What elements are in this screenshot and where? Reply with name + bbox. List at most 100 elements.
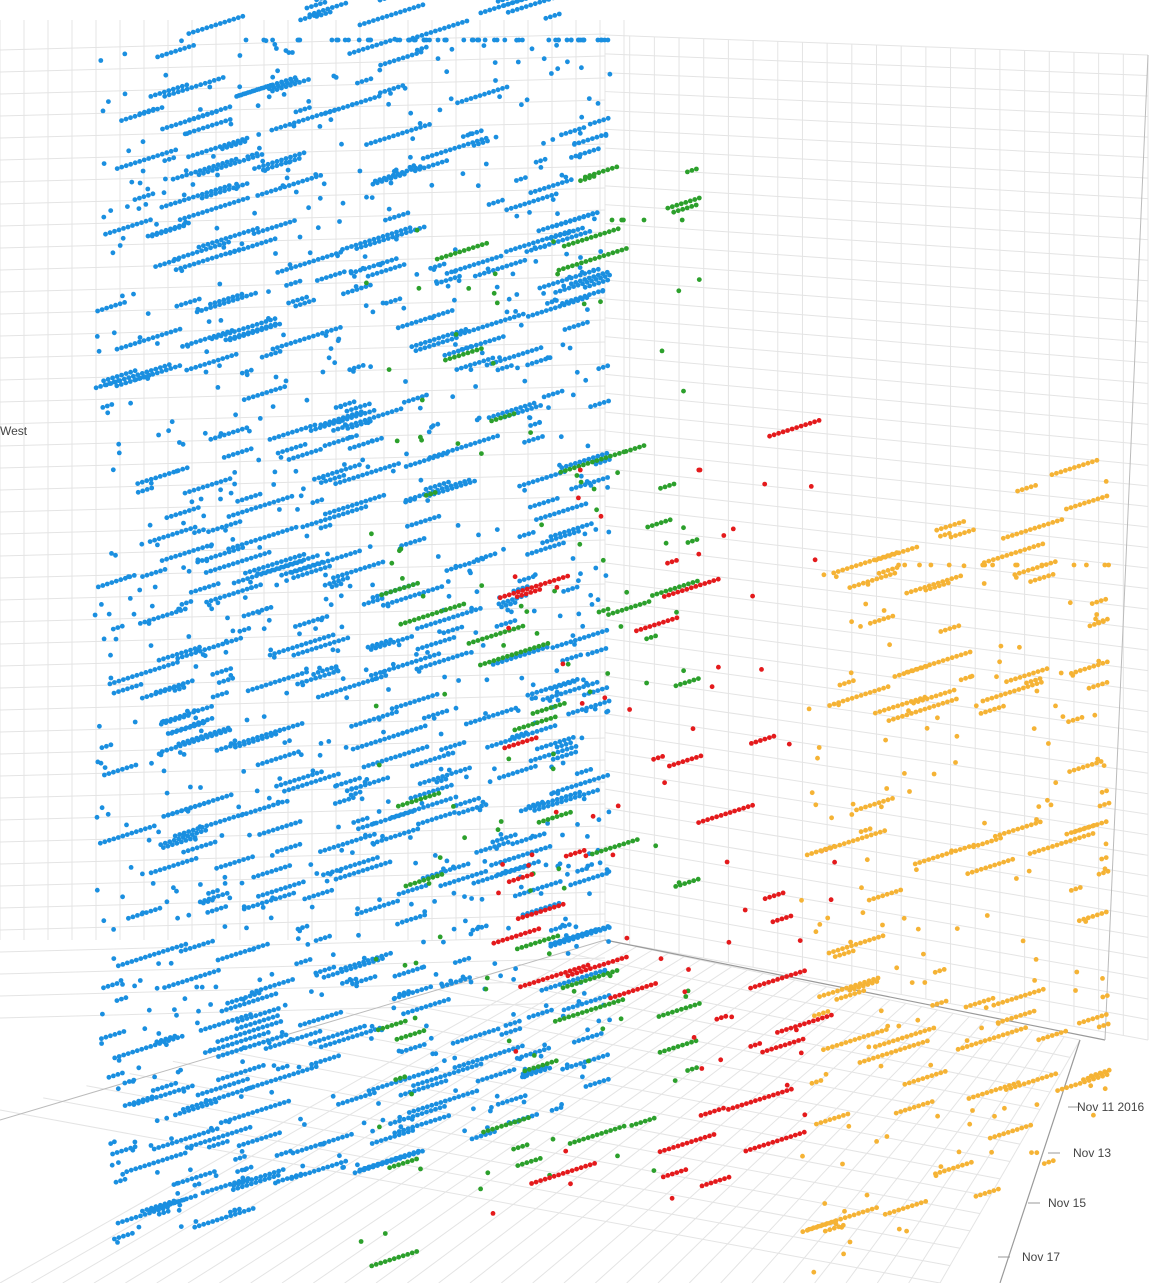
data-point-series-0: [606, 939, 611, 944]
data-point-series-0: [308, 1041, 313, 1046]
data-point-series-0: [215, 957, 221, 963]
data-point-series-0: [136, 1100, 141, 1106]
data-point-series-0: [245, 1140, 251, 1146]
data-point-series-0: [249, 574, 255, 580]
data-point-series-0: [235, 546, 241, 552]
data-point-series-0: [422, 912, 428, 918]
data-point-series-0: [354, 980, 360, 985]
data-point-series-0: [370, 595, 376, 600]
data-point-series-0: [468, 720, 474, 725]
data-point-series-0: [253, 583, 259, 589]
data-point-series-0: [414, 521, 419, 526]
data-point-series-0: [234, 1089, 240, 1095]
floor-gridline: [688, 1012, 954, 1283]
data-point-series-0: [352, 550, 358, 555]
data-point-series-0: [268, 1133, 273, 1138]
data-point-series-0: [291, 1071, 297, 1077]
data-point-series-0: [441, 939, 446, 945]
data-point-series-0: [180, 979, 185, 985]
data-point-series-0: [581, 796, 587, 802]
data-point-series-0: [220, 892, 226, 898]
data-point-series-0: [465, 808, 471, 813]
data-point-series-0: [398, 597, 404, 602]
data-point-series-0: [339, 624, 345, 630]
data-point-series-0: [550, 645, 556, 650]
data-point-series-0: [465, 132, 471, 138]
data-point-series-0: [171, 685, 177, 691]
data-point-series-0: [290, 429, 295, 435]
data-point-series-0: [148, 94, 154, 99]
data-point-series-0: [245, 576, 251, 581]
data-point-series-0: [229, 143, 234, 149]
data-point-series-0: [547, 544, 553, 550]
data-point-series-0: [235, 589, 241, 595]
data-point-series-0: [493, 873, 499, 879]
data-point-series-0: [598, 1031, 604, 1036]
data-point-series-0: [445, 332, 451, 338]
data-point-series-0: [131, 611, 137, 617]
data-point-series-0: [177, 750, 183, 755]
data-point-series-0: [377, 904, 382, 910]
data-point-series-0: [470, 1059, 476, 1065]
data-point-series-0: [215, 526, 220, 532]
data-point-series-0: [186, 634, 192, 639]
data-point-series-0: [477, 439, 482, 444]
data-point-series-0: [285, 646, 291, 652]
data-point-series-0: [259, 391, 265, 397]
data-point-series-0: [137, 112, 142, 118]
data-point-series-0: [304, 533, 310, 539]
back-wall-gridline-h: [0, 385, 606, 403]
data-point-series-0: [148, 368, 154, 373]
data-point-series-0: [168, 226, 173, 232]
data-point-series-0: [312, 562, 317, 568]
data-point-series-0: [389, 1081, 394, 1086]
data-point-series-0: [408, 1046, 414, 1052]
data-point-series-0: [177, 1202, 183, 1208]
data-point-series-0: [174, 944, 180, 950]
data-point-series-0: [306, 556, 311, 561]
data-point-series-0: [221, 455, 227, 460]
data-point-series-0: [169, 123, 174, 129]
data-point-series-0: [113, 1179, 119, 1185]
data-point-series-0: [164, 150, 170, 156]
data-point-series-0: [137, 159, 143, 164]
data-point-series-0: [334, 783, 340, 788]
data-point-series-0: [163, 1092, 168, 1097]
data-point-series-0: [198, 973, 203, 979]
data-point-series-0: [291, 890, 297, 896]
data-point-series-0: [243, 570, 248, 576]
data-point-series-0: [98, 58, 104, 63]
data-point-series-0: [437, 629, 442, 634]
data-point-series-0: [529, 550, 535, 556]
data-point-series-0: [268, 351, 274, 357]
data-point-series-0: [256, 566, 262, 572]
floor-gridline: [86, 1085, 961, 1249]
data-point-series-0: [354, 101, 360, 106]
data-point-series-0: [205, 241, 211, 247]
data-point-series-0: [241, 333, 247, 338]
data-point-series-0: [569, 745, 574, 751]
data-point-series-0: [295, 37, 301, 43]
data-point-series-0: [293, 444, 299, 450]
data-point-series-0: [327, 477, 333, 483]
data-point-series-0: [196, 296, 202, 302]
data-point-series-0: [264, 994, 270, 1000]
data-point-series-0: [575, 1003, 580, 1008]
data-point-series-0: [227, 201, 233, 207]
data-point-series-0: [534, 848, 539, 854]
data-point-series-0: [244, 293, 250, 299]
data-point-series-0: [510, 8, 516, 14]
data-point-series-0: [319, 276, 325, 282]
data-point-series-0: [327, 846, 332, 852]
data-point-series-0: [216, 1054, 221, 1059]
data-point-series-0: [586, 456, 592, 462]
data-point-series-0: [250, 1084, 256, 1090]
data-point-series-0: [347, 367, 353, 373]
data-point-series-0: [443, 37, 449, 43]
data-point-series-0: [159, 204, 165, 210]
data-point-series-0: [524, 407, 530, 413]
data-point-series-0: [439, 778, 444, 784]
data-point-series-0: [246, 228, 251, 234]
data-point-series-0: [428, 1108, 434, 1114]
